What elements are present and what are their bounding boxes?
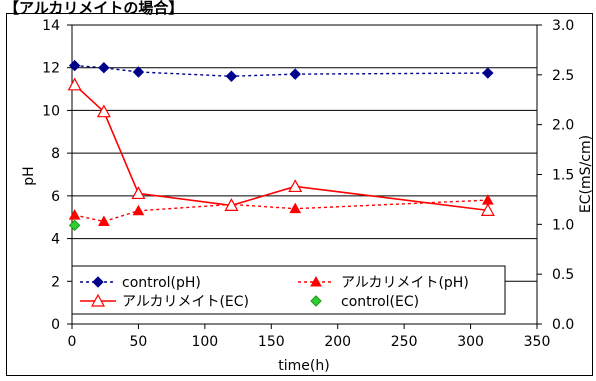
y-right-tick-label-5: 2.5 bbox=[552, 68, 574, 84]
legend-item-1: アルカリメイト(pH) bbox=[298, 275, 469, 291]
series-2-point-3 bbox=[224, 198, 239, 211]
series-2-point-1 bbox=[96, 104, 111, 118]
y-left-axis-title: pH bbox=[21, 166, 37, 185]
gridlines bbox=[72, 67, 537, 282]
chart-header: 【アルカリメイトの場合】 bbox=[4, 0, 183, 17]
series-2 bbox=[67, 77, 495, 216]
series-1-point-0 bbox=[68, 209, 81, 220]
legend-box bbox=[71, 265, 506, 315]
y-right-tick-label-0: 0.0 bbox=[552, 317, 574, 333]
y-left-tick-label-3: 6 bbox=[51, 189, 60, 205]
y-right-tick-label-3: 1.5 bbox=[552, 168, 574, 184]
x-tick-label-6: 300 bbox=[457, 334, 484, 350]
y-left-axis-ticks: 0 2 4 6 8 10 12 14 bbox=[42, 18, 72, 333]
series-1-point-1 bbox=[98, 215, 110, 226]
x-axis-ticks: 0 50 100 150 200 250 300 350 bbox=[68, 324, 551, 350]
series-3 bbox=[68, 219, 81, 232]
series-1-point-2 bbox=[132, 204, 145, 216]
series-line-1 bbox=[74, 199, 488, 223]
y-left-tick-label-2: 4 bbox=[51, 232, 60, 248]
series-0-point-1 bbox=[98, 62, 110, 74]
x-tick-label-3: 150 bbox=[258, 334, 285, 350]
series bbox=[67, 59, 495, 232]
y-left-tick-label-1: 2 bbox=[51, 274, 60, 290]
x-tick-label-7: 350 bbox=[524, 334, 551, 350]
x-tick-label-4: 200 bbox=[324, 334, 351, 350]
series-0-point-2 bbox=[132, 66, 145, 78]
legend-marker-0 bbox=[92, 276, 104, 288]
legend-item-0: control(pH) bbox=[80, 275, 201, 291]
series-2-point-5 bbox=[480, 203, 495, 216]
legend: control(pH) アルカリメイト(pH) アルカリメイト(EC) control… bbox=[71, 265, 506, 315]
legend-label-0: control(pH) bbox=[122, 275, 201, 291]
x-tick-label-5: 250 bbox=[391, 334, 418, 350]
y-right-axis-title: EC(mS/cm) bbox=[578, 135, 594, 213]
series-1-point-5 bbox=[481, 194, 494, 205]
y-right-tick-label-6: 3.0 bbox=[552, 18, 574, 34]
legend-label-1: アルカリメイト(pH) bbox=[341, 275, 469, 291]
y-left-tick-label-5: 10 bbox=[42, 103, 60, 119]
series-3-point-0 bbox=[68, 219, 81, 232]
series-0 bbox=[68, 59, 494, 82]
legend-marker-1 bbox=[310, 275, 322, 287]
legend-label-3: control(EC) bbox=[341, 294, 419, 310]
y-right-tick-label-1: 0.5 bbox=[552, 267, 574, 283]
series-1 bbox=[68, 194, 494, 226]
y-left-tick-label-6: 12 bbox=[42, 61, 60, 77]
series-0-point-4 bbox=[289, 68, 301, 80]
legend-marker-2 bbox=[90, 293, 106, 307]
chart-border bbox=[6, 13, 593, 376]
y-left-tick-label-4: 8 bbox=[51, 146, 60, 162]
series-2-point-2 bbox=[131, 186, 146, 200]
series-0-point-3 bbox=[225, 70, 238, 82]
series-2-point-4 bbox=[288, 179, 303, 193]
legend-label-2: アルカリメイト(EC) bbox=[122, 294, 249, 310]
series-0-point-0 bbox=[68, 59, 81, 72]
y-right-tick-label-4: 2.0 bbox=[552, 118, 574, 134]
series-0-point-5 bbox=[482, 67, 494, 79]
y-left-tick-label-7: 14 bbox=[42, 18, 60, 34]
y-left-tick-label-0: 0 bbox=[51, 317, 60, 333]
series-line-2 bbox=[74, 84, 488, 212]
y-right-axis-ticks: 0.0 0.5 1.0 1.5 2.0 2.5 3.0 bbox=[537, 18, 574, 333]
x-tick-label-2: 100 bbox=[191, 334, 218, 350]
legend-item-2: アルカリメイト(EC) bbox=[80, 293, 249, 310]
x-axis-title: time(h) bbox=[278, 358, 329, 374]
y-right-tick-label-2: 1.0 bbox=[552, 217, 574, 233]
x-tick-label-1: 50 bbox=[130, 334, 148, 350]
x-tick-label-0: 0 bbox=[68, 334, 77, 350]
series-1-point-4 bbox=[289, 202, 302, 214]
legend-item-3: control(EC) bbox=[310, 294, 419, 310]
legend-marker-3 bbox=[310, 295, 322, 307]
series-2-point-0 bbox=[67, 77, 82, 91]
